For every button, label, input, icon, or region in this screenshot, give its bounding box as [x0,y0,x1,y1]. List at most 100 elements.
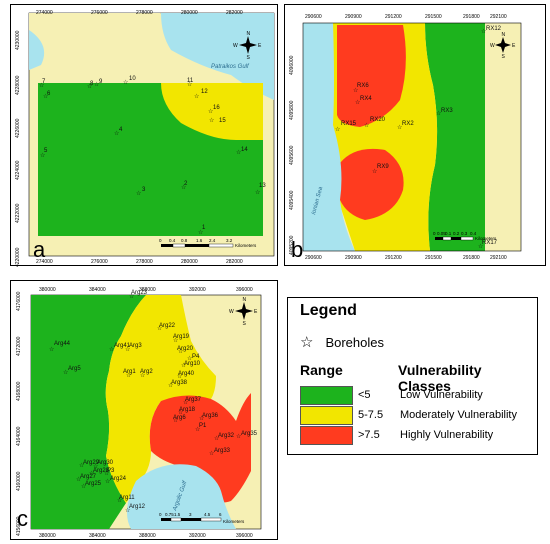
svg-text:292100: 292100 [490,255,507,261]
svg-text:Arg23: Arg23 [131,290,148,296]
map-b-sea [303,23,355,251]
svg-text:☆: ☆ [140,372,145,379]
svg-text:☆: ☆ [178,409,183,416]
svg-text:Arg18: Arg18 [179,407,196,413]
svg-text:E: E [254,309,258,315]
svg-text:Arg41: Arg41 [114,343,131,349]
svg-text:292100: 292100 [490,14,507,20]
svg-text:☆: ☆ [168,382,173,389]
svg-text:☆: ☆ [177,373,182,380]
svg-text:290900: 290900 [345,255,362,261]
svg-text:4095200: 4095200 [289,235,295,255]
svg-text:4164000: 4164000 [16,426,22,446]
svg-text:☆: ☆ [208,108,213,115]
svg-text:☆: ☆ [79,462,84,469]
map-a-x-ticks: 274000 276000 278000 280000 282000 27400… [36,10,243,265]
borehole-label: 4 [119,127,123,133]
svg-text:☆: ☆ [214,435,219,442]
svg-text:380000: 380000 [39,533,56,539]
legend-borehole-row: ☆ Boreholes [300,333,384,351]
legend-swatch-high [300,426,353,445]
svg-text:3.2: 3.2 [226,238,233,243]
svg-text:☆: ☆ [481,28,486,35]
svg-text:Arg30: Arg30 [97,460,114,466]
svg-text:☆: ☆ [76,476,81,483]
svg-text:☆: ☆ [436,110,441,117]
map-a-y-ticks: 4230000 4228000 4226000 4224000 4222000 … [15,30,21,267]
compass-icon: N E S W [233,31,262,61]
legend-swatch-low [300,386,353,405]
svg-text:RX6: RX6 [357,83,369,89]
svg-text:4156000: 4156000 [16,516,22,536]
svg-text:Arg3: Arg3 [129,343,142,349]
svg-text:0: 0 [433,231,436,236]
map-b-high-zone-north [337,25,406,127]
svg-text:☆: ☆ [194,93,199,100]
svg-text:☆: ☆ [157,325,162,332]
compass-n: N [247,31,251,37]
svg-text:1.5: 1.5 [174,512,181,517]
svg-text:☆: ☆ [89,470,94,477]
svg-text:Arg40: Arg40 [178,371,195,377]
x-tick: 274000 [36,10,53,16]
svg-text:291800: 291800 [463,255,480,261]
svg-text:RX2: RX2 [402,121,414,127]
svg-text:Arg2: Arg2 [140,369,153,375]
svg-text:RX12: RX12 [486,26,502,32]
borehole-label: 7 [42,79,46,85]
svg-text:☆: ☆ [114,130,119,137]
svg-text:☆: ☆ [104,470,109,477]
borehole-label: 15 [219,118,226,124]
borehole-label: 13 [259,183,266,189]
svg-text:Arg19: Arg19 [173,334,190,340]
svg-text:☆: ☆ [87,83,92,90]
svg-text:RX9: RX9 [377,164,389,170]
map-c-canvas: 380000 384000 388000 392000 396000 38000… [16,287,262,539]
svg-text:Arg35: Arg35 [241,431,258,437]
svg-text:☆: ☆ [209,117,214,124]
svg-text:3: 3 [189,512,192,517]
svg-text:S: S [243,321,247,327]
borehole-label: 16 [213,105,220,111]
map-b-canvas: 290600 290900 291200 291500 291800 29210… [289,14,522,261]
svg-text:388000: 388000 [139,533,156,539]
svg-text:Arg37: Arg37 [185,397,202,403]
svg-text:0: 0 [159,238,162,243]
svg-text:☆: ☆ [236,149,241,156]
borehole-label: 5 [44,148,48,154]
borehole-label: 10 [129,76,136,82]
legend: Legend ☆ Boreholes Range Vulnerability Cl… [287,297,538,455]
map-a-low-zone [38,83,263,236]
legend-title: Legend [300,302,357,319]
svg-text:☆: ☆ [335,126,340,133]
svg-text:0.4: 0.4 [169,238,176,243]
svg-text:☆: ☆ [125,346,130,353]
legend-swatch-moderate [300,406,353,425]
borehole-label: 2 [184,181,188,187]
svg-text:☆: ☆ [105,478,110,485]
map-b-y-ticks: 4096000 4095800 4095600 4095400 4095200 [289,55,295,255]
svg-text:Arg33: Arg33 [214,448,231,454]
svg-text:291800: 291800 [463,14,480,20]
map-b-x-ticks: 290600 290900 291200 291500 291800 29210… [305,14,507,261]
svg-text:☆: ☆ [81,483,86,490]
svg-text:Arg5: Arg5 [68,366,81,372]
svg-text:290600: 290600 [305,255,322,261]
y-tick: 4230000 [15,30,21,50]
map-b-high-zone-south [340,148,404,220]
x-tick: 276000 [91,259,108,265]
svg-text:☆: ☆ [126,372,131,379]
legend-classes-header: Vulnerability Classes [398,362,482,394]
svg-text:291500: 291500 [425,14,442,20]
svg-text:Arg25: Arg25 [85,481,102,487]
svg-text:RX3: RX3 [441,108,453,114]
svg-text:☆: ☆ [94,81,99,88]
map-panel-c: 380000 384000 388000 392000 396000 38000… [10,280,278,540]
svg-text:☆: ☆ [109,346,114,353]
x-tick: 282000 [226,259,243,265]
map-a-boreholes: ☆7 ☆8 ☆ 9 ☆10 ☆6 ☆11 ☆12 ☆16 ☆ 15 ☆4 ☆5 ☆ 1… [39,76,266,236]
svg-text:☆: ☆ [199,415,204,422]
svg-text:P3: P3 [107,468,115,474]
svg-text:☆: ☆ [129,293,134,300]
x-tick: 278000 [136,10,153,16]
